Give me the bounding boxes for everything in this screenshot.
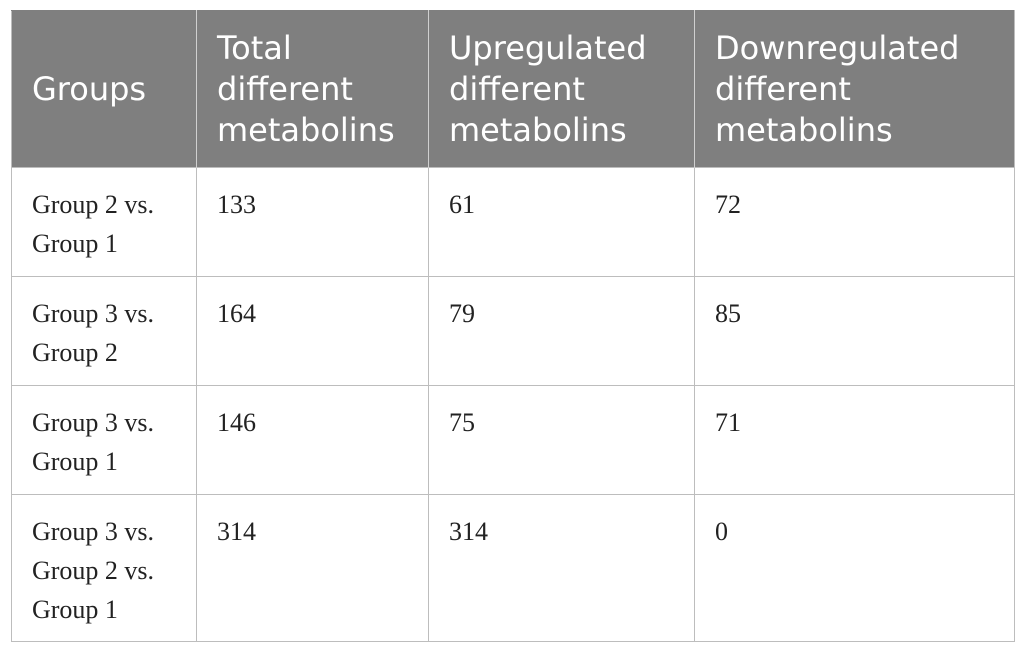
table-header: Groups Total different metabolins Upregu… <box>11 10 1015 168</box>
cell-downregulated: 0 <box>694 494 1015 642</box>
cell-group: Group 3 vs. Group 2 vs. Group 1 <box>11 494 197 642</box>
cell-group: Group 2 vs. Group 1 <box>11 167 197 277</box>
header-downregulated: Downregulated different metabolins <box>694 10 1015 168</box>
cell-group: Group 3 vs. Group 1 <box>11 385 197 495</box>
cell-upregulated: 75 <box>428 385 695 495</box>
table-row: Group 3 vs. Group 2 vs. Group 1 314 314 … <box>11 494 1015 642</box>
header-upregulated: Upregulated different metabolins <box>428 10 695 168</box>
cell-upregulated: 79 <box>428 276 695 386</box>
cell-total: 314 <box>196 494 429 642</box>
cell-total: 133 <box>196 167 429 277</box>
cell-upregulated: 314 <box>428 494 695 642</box>
table-row: Group 3 vs. Group 2 164 79 85 <box>11 276 1015 386</box>
cell-downregulated: 85 <box>694 276 1015 386</box>
data-table-container: Groups Total different metabolins Upregu… <box>11 10 1015 642</box>
header-total: Total different metabolins <box>196 10 429 168</box>
cell-downregulated: 71 <box>694 385 1015 495</box>
header-row: Groups Total different metabolins Upregu… <box>11 10 1015 168</box>
cell-downregulated: 72 <box>694 167 1015 277</box>
cell-upregulated: 61 <box>428 167 695 277</box>
table-row: Group 2 vs. Group 1 133 61 72 <box>11 167 1015 277</box>
cell-total: 146 <box>196 385 429 495</box>
cell-group: Group 3 vs. Group 2 <box>11 276 197 386</box>
table-body: Group 2 vs. Group 1 133 61 72 Group 3 vs… <box>11 167 1015 642</box>
metabolites-table: Groups Total different metabolins Upregu… <box>11 10 1015 642</box>
header-groups: Groups <box>11 10 197 168</box>
cell-total: 164 <box>196 276 429 386</box>
table-row: Group 3 vs. Group 1 146 75 71 <box>11 385 1015 495</box>
